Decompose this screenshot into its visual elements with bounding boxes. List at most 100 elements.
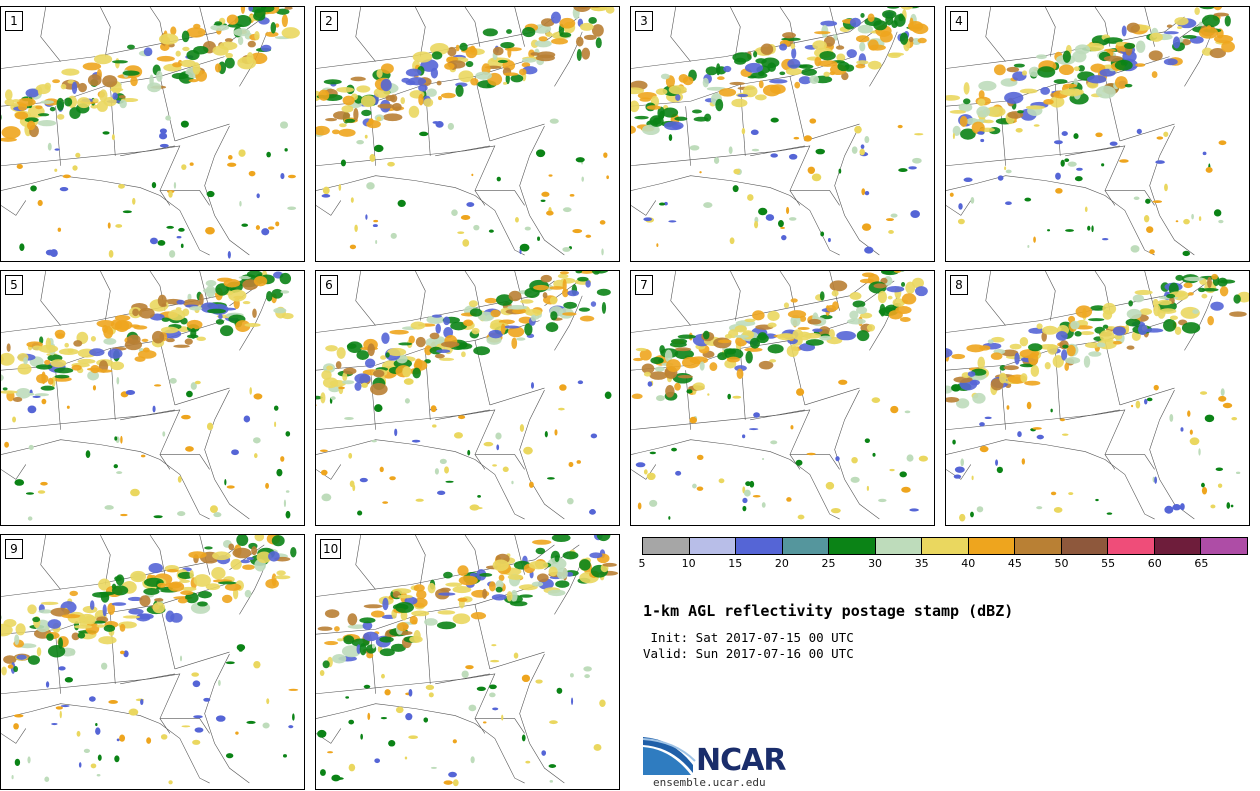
storm-cell — [367, 712, 371, 721]
storm-cell — [326, 365, 333, 371]
storm-cell — [112, 92, 118, 100]
storm-cell — [589, 552, 603, 559]
storm-cell — [64, 677, 73, 683]
storm-cell — [168, 190, 173, 198]
storm-cell — [336, 86, 355, 93]
storm-cell — [548, 566, 558, 577]
storm-cell — [405, 713, 413, 721]
storm-cell — [993, 64, 1006, 76]
storm-cell — [209, 505, 218, 514]
storm-cell — [779, 71, 786, 76]
member-panel-2: 2 — [315, 6, 620, 262]
storm-cell — [601, 301, 607, 314]
storm-cell — [363, 631, 379, 642]
storm-cell — [108, 699, 118, 704]
storm-cell — [525, 308, 542, 317]
storm-cell — [1219, 286, 1229, 297]
storm-cell — [809, 75, 820, 84]
storm-cell — [54, 148, 60, 151]
storm-cell — [1209, 48, 1226, 59]
storm-cell — [917, 37, 927, 44]
storm-cell — [287, 174, 296, 179]
storm-cell — [14, 479, 25, 486]
storm-cell — [85, 450, 91, 458]
storm-cell — [380, 355, 387, 360]
storm-cell — [276, 570, 286, 576]
storm-cell — [54, 367, 74, 374]
storm-cell — [502, 325, 520, 329]
storm-cell — [734, 365, 747, 372]
storm-cell — [445, 480, 454, 483]
storm-cell — [26, 120, 36, 131]
storm-cell — [907, 21, 924, 32]
storm-cell — [1036, 434, 1044, 440]
storm-cell — [217, 581, 237, 585]
storm-cell — [1052, 355, 1064, 368]
storm-cell — [130, 488, 140, 497]
storm-cell — [521, 734, 526, 742]
storm-cell — [436, 621, 457, 630]
storm-cell — [116, 471, 123, 474]
storm-cell — [231, 449, 239, 456]
storm-cell — [859, 278, 875, 284]
storm-cell — [61, 614, 81, 619]
storm-cell — [112, 60, 128, 64]
storm-cell — [248, 170, 256, 177]
storm-cell — [744, 318, 756, 323]
storm-cell — [459, 42, 468, 52]
storm-cell — [727, 393, 731, 400]
storm-cell — [1125, 324, 1130, 334]
storm-cell — [206, 190, 215, 198]
storm-cell — [1013, 63, 1025, 68]
storm-cell — [656, 395, 665, 402]
storm-cell — [25, 88, 40, 98]
storm-cell — [482, 28, 498, 37]
storm-cell — [1043, 99, 1054, 105]
storm-cell — [1032, 427, 1042, 430]
storm-cell — [591, 24, 604, 37]
storm-cell — [1148, 50, 1163, 61]
storm-cell — [1156, 136, 1164, 140]
storm-cell — [519, 424, 525, 432]
storm-cell — [1120, 60, 1126, 66]
storm-cell — [354, 373, 371, 384]
storm-cell — [400, 97, 406, 105]
storm-cell — [56, 97, 65, 111]
storm-cell — [248, 7, 254, 12]
storm-cell — [1067, 161, 1077, 167]
storm-cell — [425, 684, 435, 691]
storm-cell — [871, 397, 881, 404]
storm-cell — [130, 76, 138, 87]
storm-cell — [400, 610, 408, 621]
storm-cell — [1213, 209, 1222, 217]
storm-cell — [1020, 373, 1028, 383]
storm-cell — [559, 32, 572, 38]
storm-cell — [392, 102, 402, 112]
storm-cell — [473, 224, 480, 231]
storm-cell — [96, 773, 101, 777]
storm-cell — [70, 648, 76, 656]
storm-cell — [390, 232, 397, 239]
storm-cell — [1061, 131, 1068, 136]
storm-cell — [769, 79, 788, 84]
storm-cell — [205, 226, 215, 235]
storm-cell — [589, 7, 601, 8]
storm-cell — [1017, 110, 1024, 114]
storm-cell — [510, 74, 524, 83]
storm-cell — [394, 428, 398, 437]
storm-cell — [1004, 166, 1007, 171]
storm-cell — [98, 636, 117, 645]
storm-cell — [408, 105, 420, 118]
storm-cell — [550, 311, 558, 321]
storm-cell — [452, 739, 457, 744]
storm-cell — [290, 547, 297, 558]
storm-cell — [837, 61, 850, 72]
storm-cell — [1207, 315, 1214, 326]
storm-cell — [838, 168, 842, 174]
storm-cell — [71, 632, 80, 641]
storm-cell — [224, 57, 235, 69]
storm-cell — [82, 605, 98, 614]
storm-cell — [908, 36, 914, 43]
reflectivity-map — [316, 535, 619, 787]
storm-cell — [550, 11, 561, 24]
